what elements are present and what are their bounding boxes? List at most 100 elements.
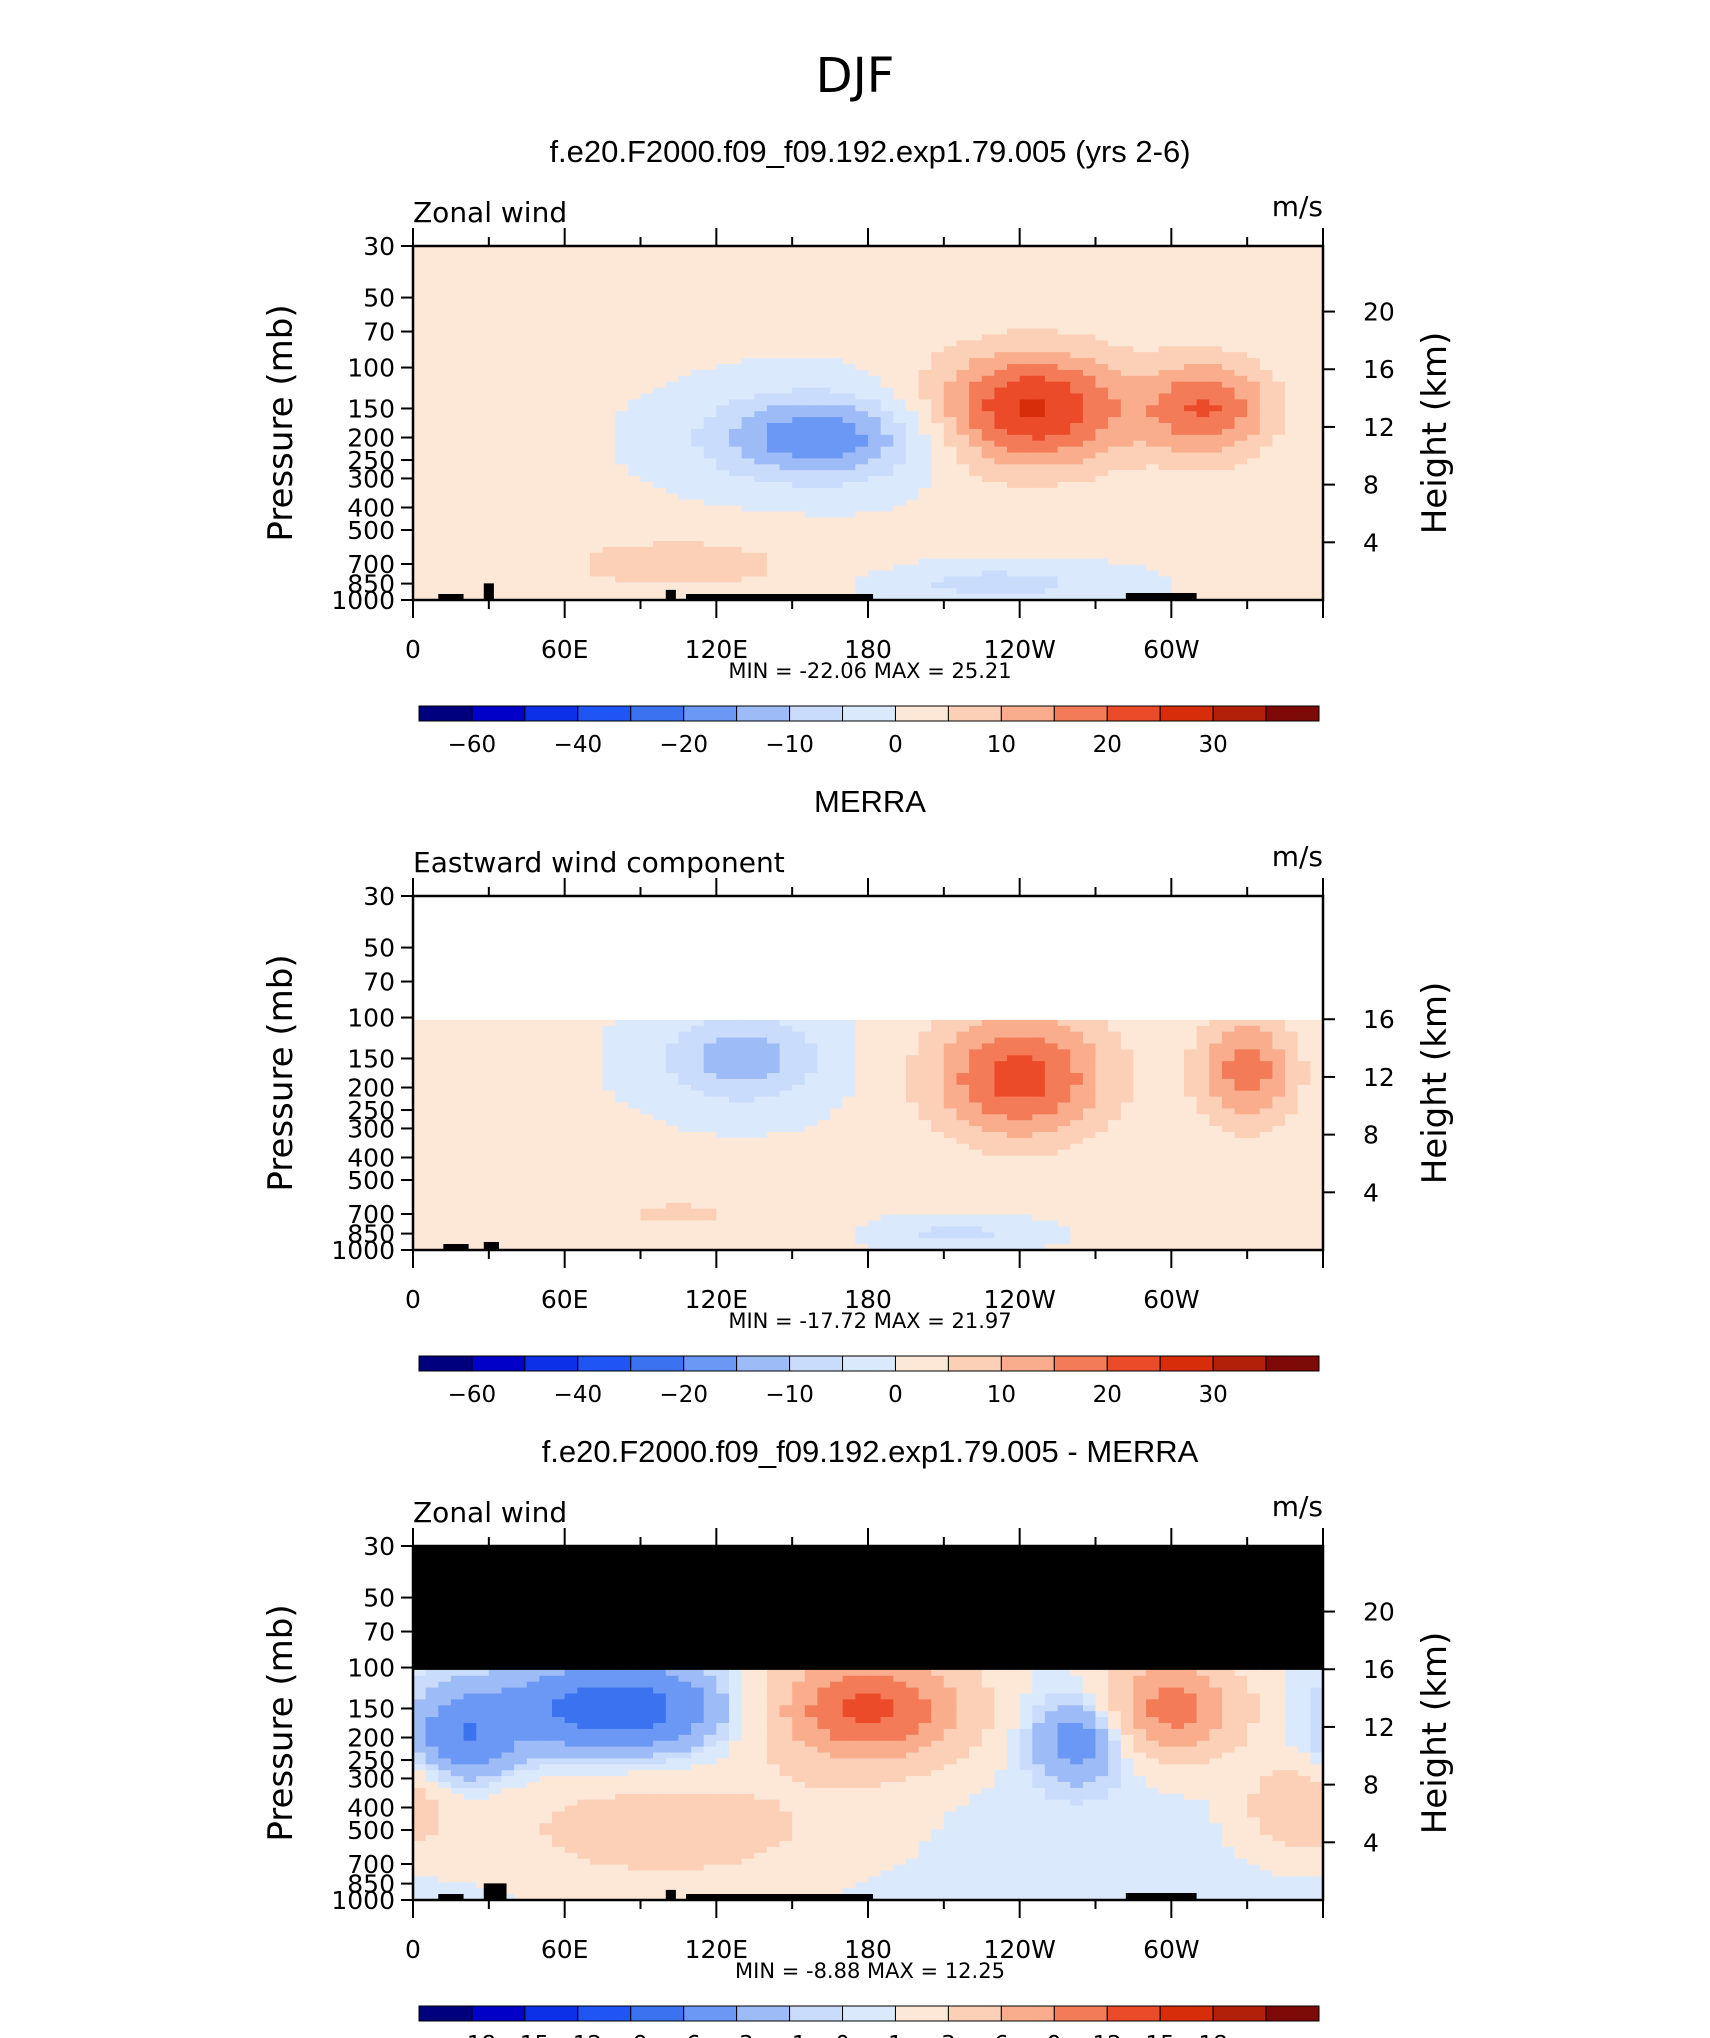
field-cell <box>627 464 642 471</box>
field-cell <box>1221 529 1236 536</box>
field-cell <box>678 423 692 430</box>
field-cell <box>476 446 490 454</box>
field-cell <box>552 364 566 371</box>
field-cell <box>779 393 793 400</box>
field-cell <box>1171 446 1185 454</box>
field-cell <box>438 275 452 282</box>
field-cell <box>893 505 907 513</box>
field-cell <box>1209 257 1223 265</box>
field-cell <box>1221 499 1236 507</box>
field-cell <box>969 251 983 259</box>
field-cell <box>969 334 983 341</box>
field-cell <box>615 275 629 282</box>
field-cell <box>893 458 907 465</box>
field-cell <box>564 263 578 271</box>
field-cell <box>1007 364 1021 371</box>
field-cell <box>703 464 717 471</box>
field-cell <box>653 423 667 430</box>
field-cell <box>438 482 452 489</box>
field-cell <box>1184 352 1198 359</box>
field-cell <box>425 487 439 495</box>
field-cell <box>779 458 793 465</box>
field-cell <box>1146 529 1160 536</box>
field-cell <box>880 316 894 324</box>
field-cell <box>1007 594 1021 601</box>
field-cell <box>450 358 465 365</box>
field-cell <box>552 464 566 471</box>
field-cell <box>438 369 452 377</box>
field-cell <box>880 310 894 318</box>
field-cell <box>450 281 465 288</box>
field-cell <box>1158 499 1172 507</box>
field-cell <box>602 328 616 336</box>
field-cell <box>1297 293 1311 300</box>
field-cell <box>1108 287 1122 294</box>
field-cell <box>1133 334 1147 341</box>
field-cell <box>1221 440 1236 448</box>
field-cell <box>893 328 907 336</box>
field-cell <box>830 428 844 436</box>
field-cell <box>602 482 616 489</box>
field-cell <box>956 310 970 318</box>
field-cell <box>1007 322 1021 330</box>
field-cell <box>893 305 907 312</box>
field-cell <box>1070 564 1084 572</box>
field-cell <box>413 476 427 483</box>
field-cell <box>1171 293 1185 300</box>
field-cell <box>577 588 591 595</box>
field-cell <box>488 375 502 383</box>
field-cell <box>438 322 452 330</box>
field-cell <box>1044 558 1059 566</box>
field-cell <box>463 487 477 495</box>
field-cell <box>880 269 894 277</box>
field-cell <box>956 499 970 507</box>
field-cell <box>956 346 970 353</box>
field-cell <box>905 364 920 371</box>
units-label: m/s <box>1272 840 1323 873</box>
field-cell <box>514 399 528 406</box>
field-cell <box>589 570 604 577</box>
field-cell <box>413 387 427 395</box>
field-cell <box>1158 588 1172 595</box>
field-cell <box>1044 352 1059 359</box>
field-cell <box>552 316 566 324</box>
field-cell <box>665 523 679 530</box>
field-cell <box>463 546 477 554</box>
field-cell <box>602 346 616 353</box>
field-cell <box>754 263 768 271</box>
field-cell <box>488 387 502 395</box>
field-cell <box>943 464 957 471</box>
field-cell <box>893 293 907 300</box>
field-cell <box>438 452 452 459</box>
field-cell <box>817 558 831 566</box>
field-cell <box>1082 328 1097 336</box>
field-cell <box>463 523 477 530</box>
field-cell <box>1209 399 1223 406</box>
field-cell <box>476 499 490 507</box>
field-cell <box>969 464 983 471</box>
field-cell <box>1057 417 1071 424</box>
field-cell <box>1259 564 1273 572</box>
field-cell <box>766 482 781 489</box>
field-cell <box>1310 487 1324 495</box>
field-cell <box>792 558 806 566</box>
field-cell <box>514 293 528 300</box>
field-cell <box>779 564 793 572</box>
field-cell <box>729 263 743 271</box>
field-cell <box>602 558 616 566</box>
field-cell <box>1146 328 1160 336</box>
field-cell <box>1095 529 1109 536</box>
field-cell <box>1259 458 1273 465</box>
field-cell <box>1310 340 1324 347</box>
field-cell <box>1171 493 1185 501</box>
field-cell <box>880 564 894 572</box>
field-cell <box>640 411 654 418</box>
field-cell <box>981 293 995 300</box>
field-cell <box>754 393 768 400</box>
field-cell <box>640 423 654 430</box>
field-cell <box>1133 340 1147 347</box>
field-cell <box>589 476 604 483</box>
field-cell <box>463 482 477 489</box>
field-cell <box>665 287 679 294</box>
field-cell <box>1133 411 1147 418</box>
